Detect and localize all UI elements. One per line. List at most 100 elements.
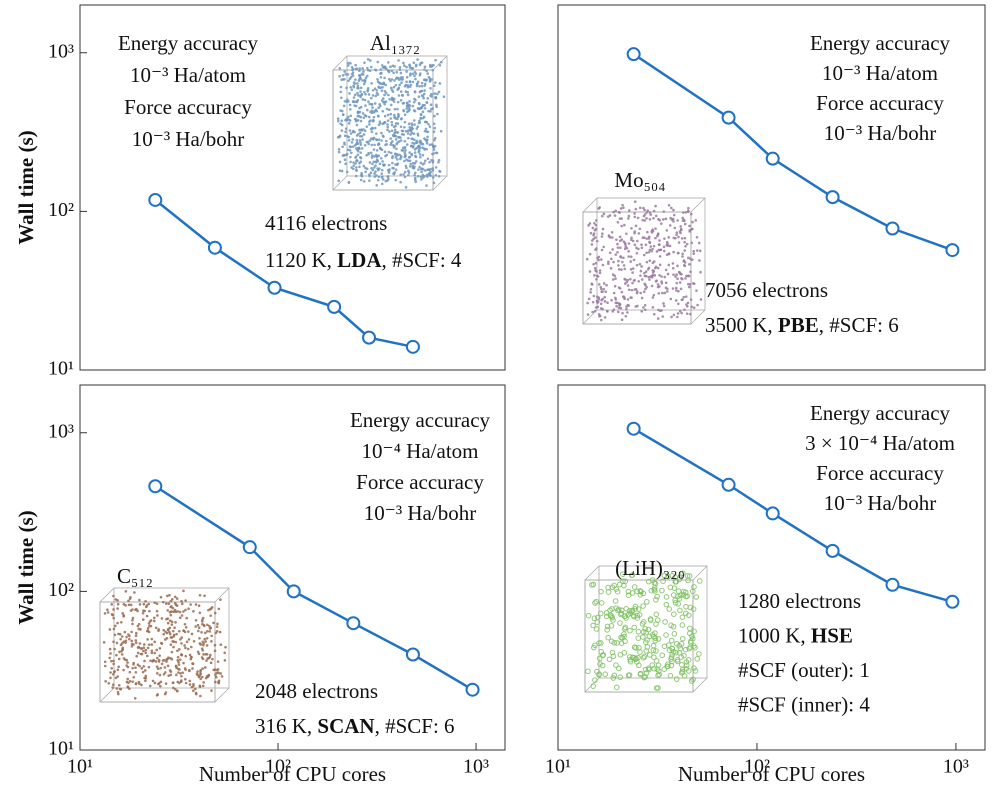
atom <box>409 144 413 148</box>
atom <box>336 135 340 139</box>
atom <box>154 626 158 630</box>
atom <box>399 125 403 129</box>
atom <box>411 161 415 165</box>
atom <box>131 622 134 626</box>
atom <box>667 263 671 267</box>
accuracy-note: 10⁻⁴ Ha/atom <box>362 439 479 463</box>
atom <box>602 245 605 249</box>
atom <box>431 176 435 179</box>
atom <box>431 169 435 172</box>
atom <box>370 166 373 170</box>
atom <box>644 644 651 650</box>
atom <box>110 603 114 606</box>
atom <box>668 662 675 669</box>
atom <box>367 152 370 156</box>
atom <box>602 671 608 677</box>
atom <box>343 141 346 145</box>
atom <box>389 137 392 140</box>
atom <box>657 243 661 246</box>
atom <box>356 148 359 151</box>
atom <box>199 677 202 681</box>
atom <box>389 141 393 145</box>
atom <box>593 274 596 277</box>
y-tick-label: 10¹ <box>48 738 74 760</box>
atom <box>177 648 181 651</box>
atom <box>634 612 641 619</box>
atom <box>683 662 690 669</box>
atom <box>680 298 684 302</box>
atom <box>410 128 413 132</box>
atom <box>678 654 685 660</box>
atom <box>650 284 654 288</box>
atom <box>438 170 442 173</box>
atom <box>156 693 160 696</box>
atom <box>188 653 192 657</box>
atom <box>382 122 385 125</box>
atom <box>673 676 680 682</box>
atom <box>175 673 178 677</box>
atom <box>388 98 391 101</box>
atom <box>353 93 357 97</box>
atom <box>683 236 687 240</box>
atom <box>634 588 640 595</box>
atom <box>214 675 218 679</box>
atom <box>588 222 592 225</box>
atom <box>166 609 170 612</box>
atom <box>128 637 131 641</box>
atom <box>632 258 636 262</box>
data-point <box>346 616 361 631</box>
atom <box>169 613 173 617</box>
atom <box>419 139 422 143</box>
atom <box>617 210 621 214</box>
atom <box>644 287 647 291</box>
atom <box>365 153 368 157</box>
atom <box>634 288 638 291</box>
atom <box>208 627 212 630</box>
atom <box>653 266 657 270</box>
atom <box>378 162 382 166</box>
atom <box>640 265 643 268</box>
details-note: 2048 electrons <box>255 679 378 703</box>
atom <box>116 607 119 610</box>
accuracy-note: Energy accuracy <box>810 401 951 425</box>
atom <box>364 104 367 107</box>
atom <box>657 217 660 221</box>
atom <box>192 610 195 613</box>
atom <box>177 663 181 666</box>
atom <box>352 161 355 164</box>
atom <box>611 582 617 589</box>
accuracy-note: Force accuracy <box>816 461 944 485</box>
atom <box>364 170 367 174</box>
atom <box>421 104 425 107</box>
atom <box>420 167 423 171</box>
y-axis-label: Wall time (s) <box>14 130 38 244</box>
atom <box>617 264 620 267</box>
atom <box>423 169 427 172</box>
atom <box>386 119 390 122</box>
crystal-illustration <box>582 197 706 325</box>
atom <box>689 298 693 301</box>
atom <box>358 165 361 169</box>
atom <box>682 259 686 262</box>
atom <box>127 633 130 636</box>
atom <box>677 289 680 293</box>
text-segment: Energy accuracy <box>810 401 951 425</box>
atom <box>591 300 595 304</box>
atom <box>429 174 432 178</box>
atom <box>667 252 671 255</box>
atom <box>399 99 403 102</box>
atom <box>370 156 374 159</box>
atom <box>629 590 636 596</box>
atom <box>134 639 138 642</box>
atom <box>621 613 628 620</box>
atom <box>617 306 621 310</box>
atom <box>656 317 660 320</box>
atom <box>156 656 159 660</box>
atom <box>218 630 222 634</box>
atom <box>648 259 652 263</box>
atom <box>183 667 187 670</box>
atom <box>399 180 402 184</box>
atom <box>589 582 595 588</box>
text-segment: 10⁻⁴ Ha/atom <box>362 439 479 463</box>
atom <box>156 614 159 617</box>
